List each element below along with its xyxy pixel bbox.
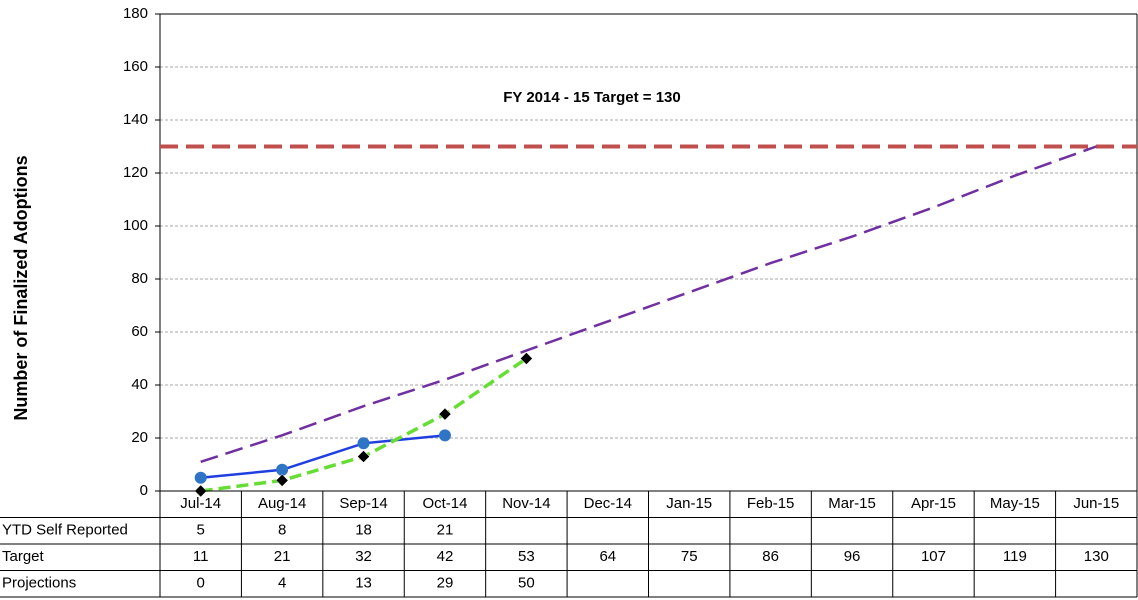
table-cell: 18 bbox=[355, 522, 372, 539]
x-tick-label: Mar-15 bbox=[828, 495, 876, 512]
y-tick-label: 40 bbox=[131, 376, 148, 393]
target-annotation: FY 2014 - 15 Target = 130 bbox=[503, 89, 680, 106]
x-tick-label: Feb-15 bbox=[747, 495, 795, 512]
y-tick-label: 140 bbox=[123, 111, 148, 128]
series-line bbox=[200, 357, 528, 493]
table-cell: 11 bbox=[193, 548, 209, 565]
table-cell: 130 bbox=[1084, 548, 1109, 565]
data-point bbox=[276, 463, 289, 476]
data-point bbox=[194, 471, 207, 484]
y-axis-title: Number of Finalized Adoptions bbox=[11, 155, 31, 420]
data-point bbox=[275, 474, 289, 487]
x-tick-label: Nov-14 bbox=[502, 495, 550, 512]
table-cell: 50 bbox=[518, 575, 535, 592]
table-cell: 107 bbox=[921, 548, 946, 565]
y-tick-label: 100 bbox=[123, 217, 148, 234]
table-cell: 8 bbox=[278, 522, 286, 539]
table-cell: 21 bbox=[437, 522, 454, 539]
table-cell: 96 bbox=[844, 548, 861, 565]
x-tick-label: Oct-14 bbox=[422, 495, 467, 512]
data-point bbox=[357, 437, 370, 450]
data-point bbox=[438, 407, 452, 421]
table-row-label: YTD Self Reported bbox=[2, 522, 128, 539]
table-cell: 0 bbox=[197, 575, 205, 592]
y-tick-label: 20 bbox=[131, 429, 148, 446]
series-line bbox=[200, 434, 446, 479]
table-cell: 86 bbox=[762, 548, 779, 565]
data-point bbox=[357, 450, 370, 463]
y-tick-label: 160 bbox=[123, 58, 148, 75]
data-point bbox=[520, 352, 533, 365]
table-cell: 21 bbox=[274, 548, 291, 565]
table-cell: 53 bbox=[518, 548, 535, 565]
x-tick-label: Jan-15 bbox=[666, 495, 712, 512]
x-tick-label: Jun-15 bbox=[1073, 495, 1119, 512]
table-row-label: Target bbox=[2, 548, 45, 565]
y-tick-label: 0 bbox=[140, 482, 148, 499]
x-tick-label: Dec-14 bbox=[584, 495, 632, 512]
table-cell: 5 bbox=[197, 522, 205, 539]
table-cell: 42 bbox=[437, 548, 454, 565]
x-tick-label: Apr-15 bbox=[911, 495, 956, 512]
table-cell: 13 bbox=[355, 575, 372, 592]
table-cell: 29 bbox=[437, 575, 454, 592]
x-tick-label: May-15 bbox=[990, 495, 1040, 512]
x-tick-label: Sep-14 bbox=[339, 495, 387, 512]
y-tick-label: 60 bbox=[131, 323, 148, 340]
x-tick-label: Jul-14 bbox=[180, 495, 221, 512]
table-row-label: Projections bbox=[2, 575, 76, 592]
x-tick-label: Aug-14 bbox=[258, 495, 306, 512]
data-point bbox=[438, 429, 451, 442]
table-cell: 75 bbox=[681, 548, 698, 565]
table-cell: 119 bbox=[1003, 548, 1027, 565]
y-tick-label: 80 bbox=[131, 270, 148, 287]
table-cell: 64 bbox=[599, 548, 616, 565]
y-tick-label: 120 bbox=[123, 164, 148, 181]
series-line bbox=[200, 145, 1097, 464]
table-cell: 4 bbox=[278, 575, 286, 592]
y-tick-label: 180 bbox=[123, 5, 148, 22]
table-cell: 32 bbox=[355, 548, 372, 565]
